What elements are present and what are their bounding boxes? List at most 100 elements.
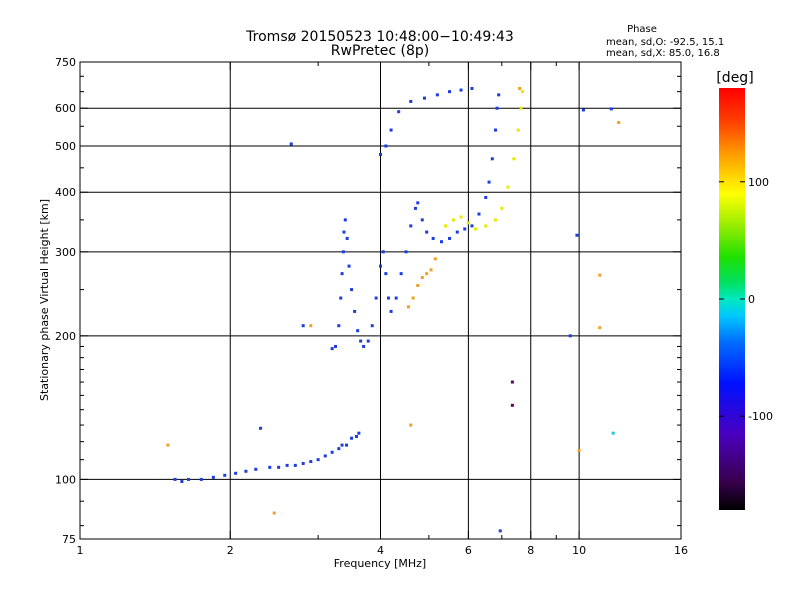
data-point [339, 296, 343, 300]
data-point [353, 309, 357, 313]
stats-line-x: mean, sd,X: 85.0, 16.8 [606, 48, 720, 59]
data-point [466, 221, 470, 225]
data-point [411, 296, 415, 300]
data-point [409, 224, 413, 228]
data-point [516, 128, 520, 132]
data-point [416, 283, 420, 287]
data-point [409, 423, 413, 427]
y-tick-label: 750 [55, 56, 76, 69]
data-point [333, 344, 337, 348]
data-point [316, 458, 320, 462]
data-point [309, 460, 313, 464]
data-point [448, 236, 452, 240]
data-point [494, 128, 498, 132]
data-point [498, 529, 502, 533]
x-axis-label: Frequency [MHz] [334, 557, 426, 570]
data-point [301, 461, 305, 465]
data-point [487, 180, 491, 184]
y-tick-label: 500 [55, 140, 76, 153]
data-point [459, 215, 463, 219]
y-tick-label: 300 [55, 246, 76, 259]
y-axis-label: Stationary phase Virtual Height [km] [38, 199, 51, 401]
data-point [519, 106, 523, 110]
data-point [406, 305, 410, 309]
data-point [510, 403, 514, 407]
data-point [497, 93, 501, 97]
plot-area: 1 2 4 6 8 10 16 75 100 200 300 400 500 600 750 [55, 56, 688, 557]
data-points [166, 86, 621, 533]
data-point [337, 324, 341, 328]
data-point [470, 86, 474, 90]
colorbar-tick-label: 100 [748, 176, 769, 189]
y-tick-label: 400 [55, 186, 76, 199]
data-point [409, 99, 413, 103]
data-point [340, 443, 344, 447]
data-point [425, 272, 429, 276]
data-point [389, 309, 393, 313]
data-point [343, 218, 347, 222]
data-point [342, 230, 346, 234]
data-point [356, 329, 360, 333]
data-point [397, 110, 401, 114]
x-tick-label: 16 [674, 544, 688, 557]
data-point [386, 296, 390, 300]
x-tick-label: 4 [377, 544, 384, 557]
data-point [366, 339, 370, 343]
data-point [495, 106, 499, 110]
data-point [416, 201, 420, 205]
y-tick-label: 200 [55, 330, 76, 343]
data-point [357, 431, 361, 435]
data-point [347, 264, 351, 268]
data-point [254, 467, 258, 471]
data-point [173, 477, 177, 481]
colorbar-ticks: 100 0 -100 [719, 176, 773, 423]
data-point [598, 326, 602, 330]
data-point [285, 463, 289, 467]
data-point [394, 296, 398, 300]
x-axis: 1 2 4 6 8 10 16 [77, 62, 688, 557]
colorbar-tick-label: 0 [748, 293, 755, 306]
data-point [473, 227, 477, 231]
data-point [354, 435, 358, 439]
data-point [611, 431, 615, 435]
data-point [166, 443, 170, 447]
data-point [420, 276, 424, 280]
data-point [323, 454, 327, 458]
data-point [293, 463, 297, 467]
data-point [341, 250, 345, 254]
data-point [362, 344, 366, 348]
data-point [345, 443, 349, 447]
colorbar: [deg] 100 0 -100 [716, 70, 773, 510]
data-point [459, 88, 463, 92]
data-point [581, 108, 585, 112]
data-point [429, 268, 433, 272]
data-point [451, 218, 455, 222]
data-point [345, 236, 349, 240]
data-point [272, 511, 276, 515]
data-point [211, 475, 215, 479]
data-point [484, 195, 488, 199]
data-point [575, 233, 579, 237]
data-point [609, 107, 613, 111]
data-point [337, 447, 341, 451]
data-point [617, 121, 621, 125]
data-point [477, 212, 481, 216]
data-point [381, 250, 385, 254]
data-point [455, 230, 459, 234]
y-tick-label: 100 [55, 473, 76, 486]
data-point [500, 206, 504, 210]
x-tick-label: 8 [527, 544, 534, 557]
data-point [223, 473, 227, 477]
data-point [244, 469, 248, 473]
x-tick-label: 6 [465, 544, 472, 557]
data-point [379, 264, 382, 268]
data-point [389, 128, 393, 132]
chart-title: Tromsø 20150523 10:48:00−10:49:43 [245, 29, 514, 45]
data-point [340, 272, 344, 276]
data-point [425, 230, 429, 234]
data-point [268, 465, 272, 469]
grid-lines [80, 62, 681, 539]
data-point [494, 218, 498, 222]
data-point [440, 240, 444, 244]
data-point [510, 380, 514, 384]
